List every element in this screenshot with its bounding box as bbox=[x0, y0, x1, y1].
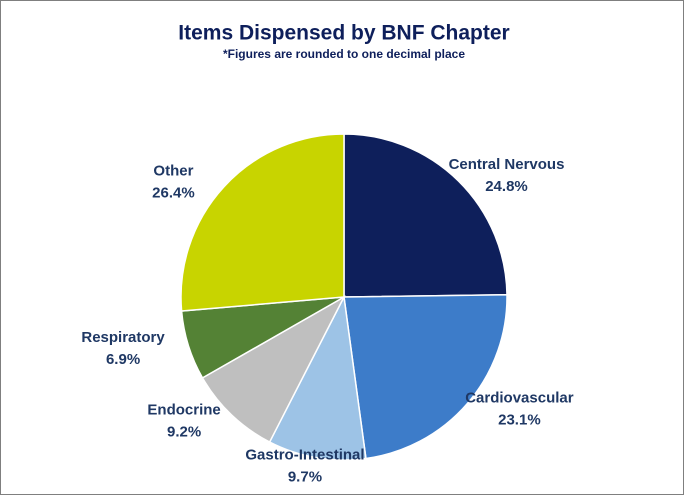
slice-label: Other bbox=[153, 162, 193, 179]
pie-slice bbox=[201, 295, 346, 444]
chart-subtitle: *Figures are rounded to one decimal plac… bbox=[223, 47, 465, 61]
pie-slice bbox=[180, 133, 345, 312]
slice-label: Central Nervous bbox=[449, 156, 565, 173]
slice-value-label: 24.8% bbox=[485, 178, 528, 195]
pie-slice bbox=[343, 293, 508, 460]
slice-label: Gastro-Intestinal bbox=[245, 447, 364, 464]
pie-slice bbox=[268, 294, 367, 461]
pie-slice bbox=[343, 133, 508, 298]
chart-title: Items Dispensed by BNF Chapter bbox=[178, 22, 509, 45]
slice-value-label: 23.1% bbox=[498, 412, 541, 429]
slice-label: Cardiovascular bbox=[465, 390, 574, 407]
slice-value-label: 9.7% bbox=[288, 469, 322, 486]
slice-label: Respiratory bbox=[81, 329, 165, 346]
slice-value-label: 9.2% bbox=[167, 424, 201, 441]
slice-value-label: 6.9% bbox=[106, 351, 140, 368]
slice-label: Endocrine bbox=[147, 402, 220, 419]
slice-value-label: 26.4% bbox=[152, 184, 195, 201]
